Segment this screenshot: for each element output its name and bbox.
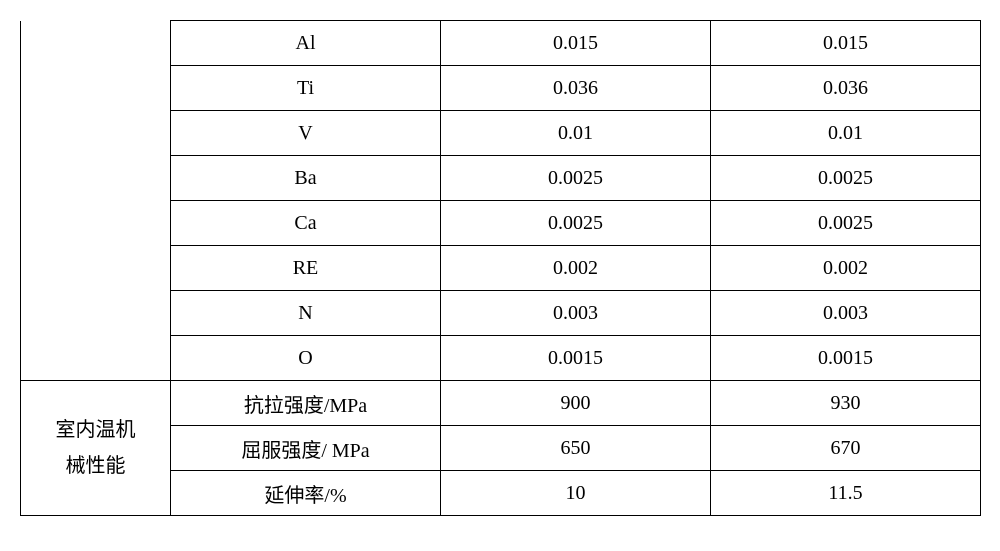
value-col2: 0.002	[711, 246, 981, 291]
value-col2: 0.01	[711, 111, 981, 156]
element-label: V	[171, 111, 441, 156]
element-label: RE	[171, 246, 441, 291]
element-label: Ba	[171, 156, 441, 201]
element-label: Ti	[171, 66, 441, 111]
value-col1: 0.003	[441, 291, 711, 336]
table-row: 室内温机 械性能 抗拉强度/MPa 900 930	[21, 381, 981, 426]
element-label: Ca	[171, 201, 441, 246]
group-label-line2: 械性能	[66, 455, 126, 477]
group-label-line1: 室内温机	[56, 419, 136, 441]
group-cell-mech: 室内温机 械性能	[21, 381, 171, 516]
value-col2: 0.036	[711, 66, 981, 111]
value-col1: 0.036	[441, 66, 711, 111]
value-col1: 650	[441, 426, 711, 471]
element-label: N	[171, 291, 441, 336]
value-col1: 0.015	[441, 21, 711, 66]
value-col1: 0.0025	[441, 156, 711, 201]
value-col1: 0.002	[441, 246, 711, 291]
value-col2: 0.0015	[711, 336, 981, 381]
value-col1: 10	[441, 471, 711, 516]
value-col2: 930	[711, 381, 981, 426]
value-col1: 0.0015	[441, 336, 711, 381]
element-label: O	[171, 336, 441, 381]
property-label: 延伸率/%	[171, 471, 441, 516]
data-table: Al 0.015 0.015 Ti 0.036 0.036 V 0.01 0.0…	[20, 20, 981, 516]
value-col2: 0.015	[711, 21, 981, 66]
group-cell-blank	[21, 21, 171, 381]
value-col2: 0.0025	[711, 156, 981, 201]
value-col2: 0.0025	[711, 201, 981, 246]
table-row: Al 0.015 0.015	[21, 21, 981, 66]
value-col1: 0.01	[441, 111, 711, 156]
value-col1: 900	[441, 381, 711, 426]
element-label: Al	[171, 21, 441, 66]
value-col2: 0.003	[711, 291, 981, 336]
value-col1: 0.0025	[441, 201, 711, 246]
property-label: 抗拉强度/MPa	[171, 381, 441, 426]
value-col2: 11.5	[711, 471, 981, 516]
property-label: 屈服强度/ MPa	[171, 426, 441, 471]
value-col2: 670	[711, 426, 981, 471]
